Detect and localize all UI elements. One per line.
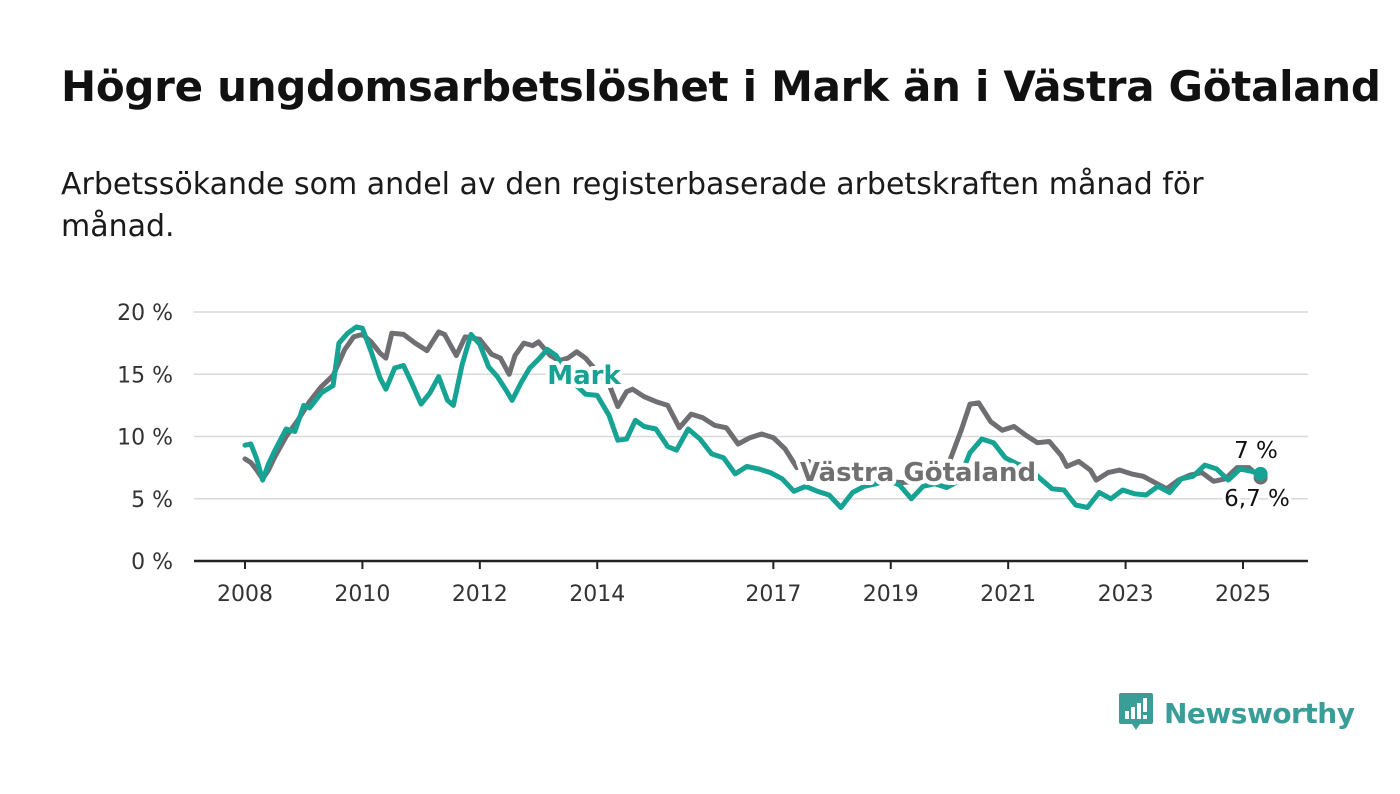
x-tick-label: 2014 [569,582,625,607]
series-line-mark [242,324,1264,510]
x-tick-label: 2010 [334,582,390,607]
newsworthy-logo-icon [1119,693,1153,730]
series-line-vastra-gotaland [242,329,1264,492]
newsworthy-logo[interactable]: Newsworthy [1118,690,1355,736]
series-labels: Västra Götaland Mark 7 % 6,7 % [543,357,1293,515]
x-tick-label: 2008 [217,582,273,607]
y-gridlines [194,311,1308,563]
y-tick-label: 20 % [117,301,173,326]
x-tick-label: 2012 [452,582,508,607]
x-tick-label: 2021 [980,582,1036,607]
series-endpoint [1253,466,1268,481]
x-tick-label: 2025 [1215,582,1271,607]
y-tick-label: 5 % [131,488,173,513]
y-axis-tick-labels: 0 % 5 % 10 % 15 % 20 % [117,301,173,575]
series-label-mark: Mark [547,361,621,391]
y-tick-label: 0 % [131,550,173,575]
chart-subtitle: Arbetssökande som andel av den registerb… [61,167,1204,244]
x-axis-tick-labels: 2008 2010 2012 2014 2017 2019 2021 2023 2025 [217,561,1271,607]
y-tick-label: 15 % [117,363,173,388]
series-lines [242,324,1268,510]
series-label-vastra-gotaland: Västra Götaland [800,458,1036,488]
newsworthy-logo-text: Newsworthy [1164,696,1355,730]
y-tick-label: 10 % [117,426,173,451]
end-value-label-mark: 7 % [1234,438,1278,464]
x-tick-label: 2019 [863,582,919,607]
x-tick-label: 2017 [745,582,801,607]
x-tick-label: 2023 [1098,582,1154,607]
end-value-label-vastra-gotaland: 6,7 % [1224,486,1290,512]
chart-title: Högre ungdomsarbetslöshet i Mark än i Vä… [61,62,1381,111]
